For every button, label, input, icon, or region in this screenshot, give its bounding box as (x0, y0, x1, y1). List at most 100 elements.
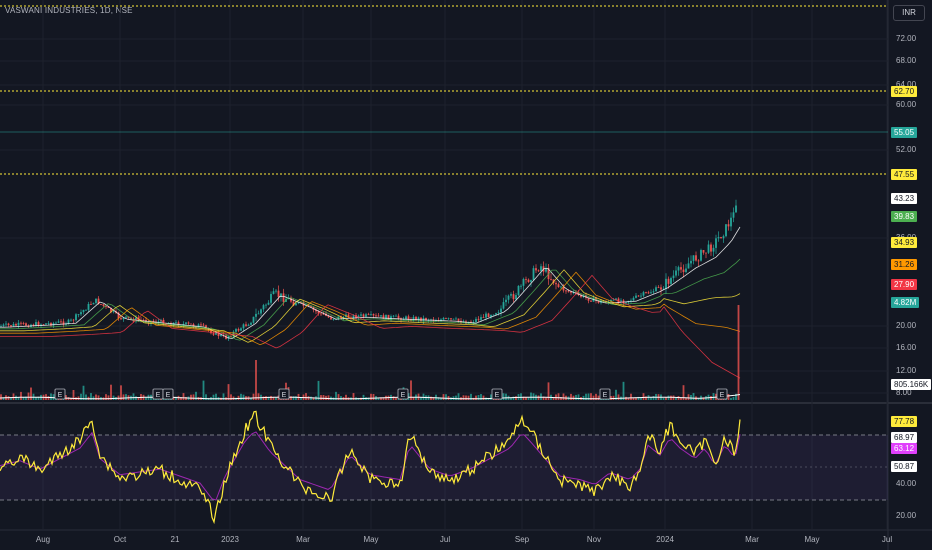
volume-bar (190, 394, 192, 400)
volume-bar (95, 394, 97, 400)
candle-body (485, 313, 487, 318)
time-tick-label: 21 (170, 535, 180, 544)
candle-body (630, 300, 632, 302)
candle-body (365, 314, 367, 317)
candle-body (650, 292, 652, 294)
volume-bar (35, 397, 37, 400)
volume-bar (665, 397, 667, 400)
volume-bar (122, 394, 125, 400)
rsi-tick-label: 40.00 (896, 479, 917, 488)
volume-bar (277, 395, 280, 400)
candle-body (142, 319, 145, 321)
time-tick-label: Oct (113, 535, 127, 544)
candle-body (185, 322, 187, 324)
volume-bar (635, 397, 637, 400)
candle-body (640, 295, 642, 297)
candle-body (457, 318, 460, 321)
volume-bar (175, 396, 177, 400)
candle-body (657, 287, 660, 289)
candle-body (370, 314, 372, 315)
volume-bar (377, 397, 380, 400)
candle-body (722, 236, 725, 239)
volume-bar (185, 396, 187, 400)
volume-bar (205, 394, 207, 400)
candle-body (97, 298, 100, 305)
rsi-badge: 63.12 (891, 443, 918, 454)
volume-bar (510, 397, 512, 400)
volume-bar (10, 397, 12, 400)
volume-bar (120, 385, 122, 400)
price-tick-label: 16.00 (896, 343, 917, 352)
volume-bar (412, 397, 415, 400)
volume-bar (597, 395, 600, 400)
candle-body (382, 315, 385, 320)
candle-body (217, 331, 220, 336)
candle-body (415, 316, 417, 321)
candle-body (237, 329, 240, 331)
candle-body (577, 292, 580, 295)
time-tick-label: May (363, 535, 379, 544)
candle-body (12, 324, 15, 327)
volume-bar (262, 396, 265, 400)
volume-ma-line (0, 394, 741, 400)
candle-body (20, 322, 22, 324)
candle-body (372, 314, 375, 316)
candle-body (735, 205, 737, 213)
currency-button[interactable]: INR (893, 5, 925, 21)
candle-body (235, 329, 237, 332)
candle-body (60, 321, 62, 323)
volume-bar (182, 393, 185, 400)
candle-body (537, 270, 540, 272)
candle-body (672, 275, 675, 279)
candle-body (92, 302, 95, 305)
rsi-badge: 68.97 (891, 432, 918, 443)
volume-bar (27, 392, 30, 400)
candle-body (730, 217, 732, 227)
candle-body (282, 293, 285, 302)
candle-body (107, 306, 110, 308)
volume-bar (125, 394, 127, 400)
volume-bar (20, 391, 22, 400)
candle-body (125, 316, 127, 318)
volume-bar (552, 397, 555, 400)
candle-body (410, 319, 412, 321)
volume-bar (595, 393, 597, 400)
volume-bar (692, 393, 695, 400)
volume-bar (255, 360, 257, 400)
candle-body (470, 321, 472, 323)
rsi-tick-label: 20.00 (896, 511, 917, 520)
volume-bar (257, 393, 260, 400)
candle-body (525, 279, 527, 280)
candle-body (297, 302, 300, 304)
candle-body (547, 267, 550, 280)
candle-body (100, 304, 102, 305)
candle-body (535, 268, 537, 271)
candle-body (712, 247, 715, 252)
candle-body (445, 317, 447, 319)
earnings-marker-icon (599, 388, 611, 400)
volume-bar (392, 396, 395, 400)
volume-bar (227, 384, 230, 400)
volume-bar (622, 381, 625, 400)
candle-body (250, 322, 252, 325)
candle-body (260, 309, 262, 314)
candle-body (625, 302, 627, 304)
volume-bar (480, 394, 482, 400)
price-badge: 34.93 (891, 237, 918, 248)
candle-body (585, 295, 587, 298)
candle-body (22, 323, 25, 324)
earnings-marker-label: E (282, 392, 287, 399)
candle-body (707, 244, 710, 253)
volume-bar (422, 393, 425, 400)
volume-bar (727, 394, 730, 400)
candle-body (280, 293, 282, 297)
candle-body (257, 313, 260, 315)
candle-body (0, 325, 2, 327)
candle-body (575, 292, 577, 294)
volume-bar (0, 394, 2, 400)
earnings-marker-label: E (603, 392, 608, 399)
candle-body (102, 304, 105, 307)
volume-bar (432, 397, 435, 400)
candle-body (70, 319, 72, 321)
